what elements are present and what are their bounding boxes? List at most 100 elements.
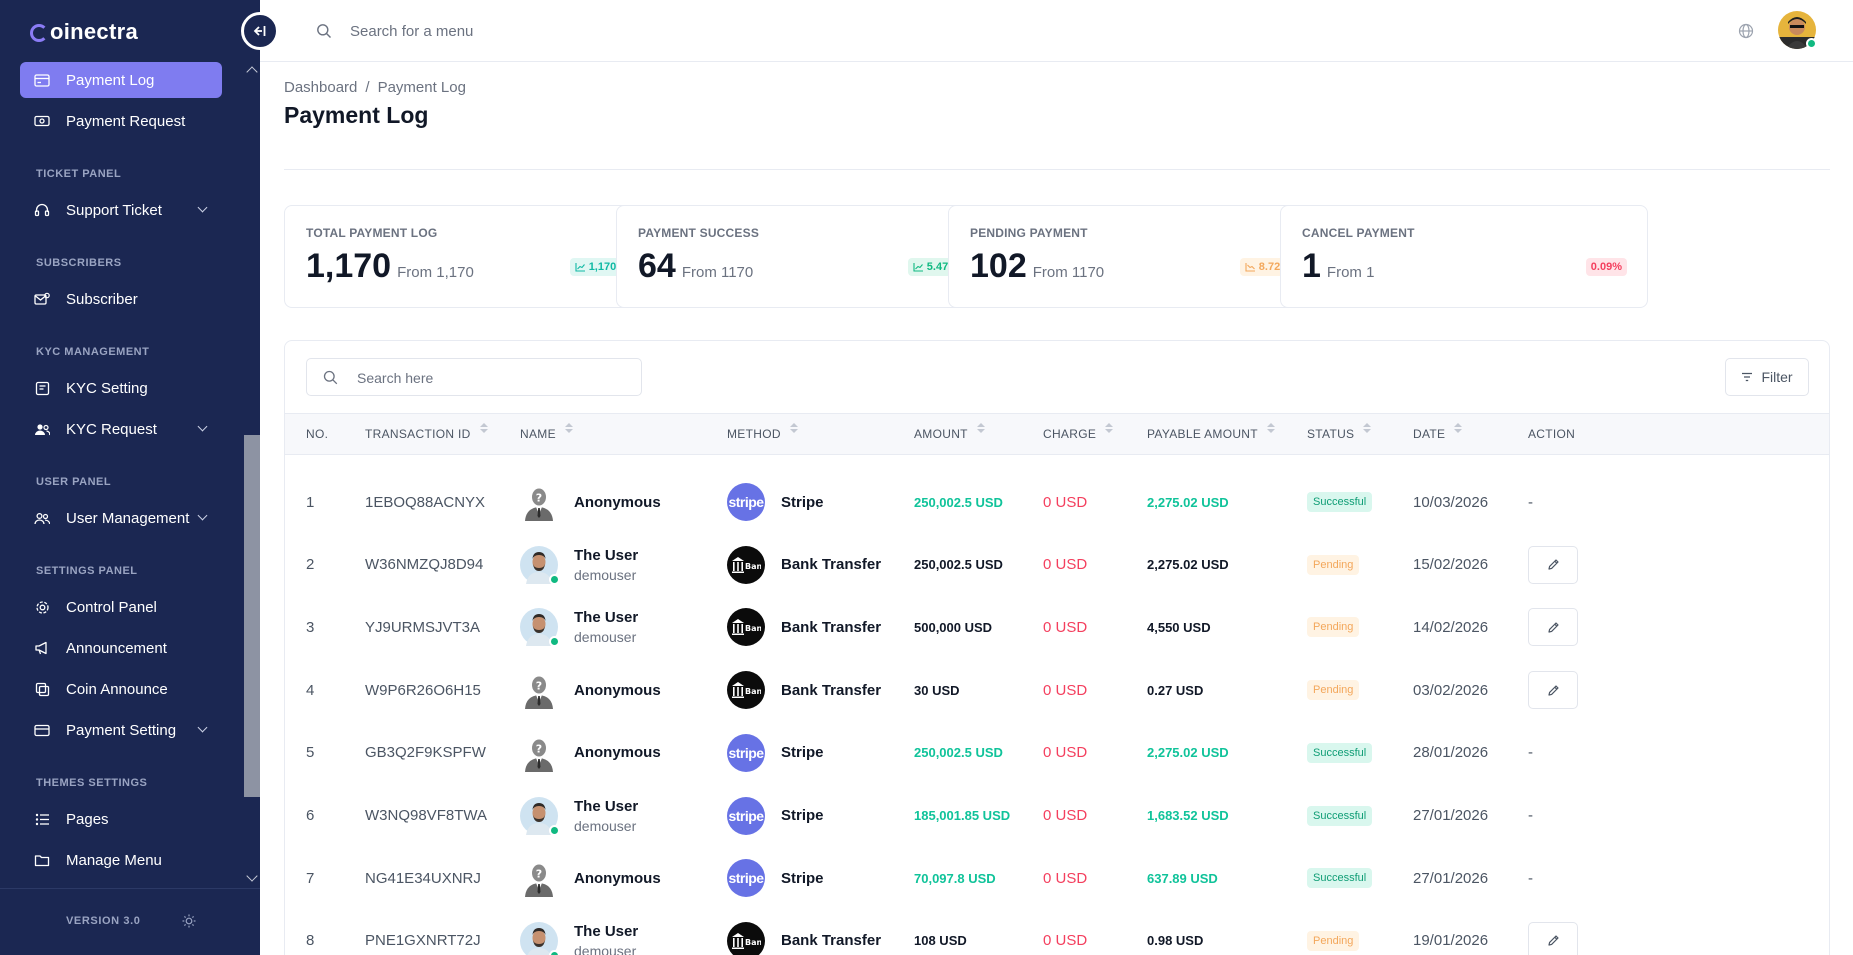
row-number: 3: [306, 618, 315, 636]
sidebar-item-announcement[interactable]: Announcement: [20, 630, 222, 666]
stripe-logo: stripe: [727, 859, 765, 898]
cell-transaction-id: W36NMZQJ8D94: [365, 534, 483, 596]
filter-button[interactable]: Filter: [1725, 358, 1809, 396]
sort-icon[interactable]: [1266, 423, 1275, 435]
sidebar-scrollbar-thumb[interactable]: [244, 435, 260, 797]
transaction-id: GB3Q2F9KSPFW: [365, 744, 486, 762]
cell-method: Bank Bank Transfer: [727, 659, 881, 721]
cell-no: 8: [306, 910, 314, 955]
sort-icon[interactable]: [1454, 423, 1463, 435]
charge-value: 0 USD: [1043, 932, 1088, 950]
sidebar-item-payment-request[interactable]: Payment Request: [20, 103, 222, 139]
table-row: 2 W36NMZQJ8D94 The User demouser Bank Bank Tr…: [285, 534, 1829, 596]
edit-button[interactable]: [1528, 921, 1578, 955]
sort-icon[interactable]: [1363, 423, 1372, 435]
stat-badge: 0.09%: [1585, 258, 1627, 276]
date-value: 27/01/2026: [1413, 807, 1489, 824]
status-badge: Pending: [1307, 554, 1360, 575]
column-header-action: ACTION: [1528, 427, 1575, 441]
sidebar-item-user-management[interactable]: User Management: [20, 500, 222, 536]
sidebar-item-label: Payment Setting: [66, 721, 177, 739]
cell-transaction-id: NG41E34UXNRJ: [365, 847, 481, 909]
sun-icon[interactable]: [182, 914, 196, 928]
name-text: Anonymous: [574, 682, 661, 699]
sidebar-item-payment-setting[interactable]: Payment Setting: [20, 712, 222, 748]
bank-building-icon: Bank: [732, 619, 761, 636]
sidebar-section-settings-panel: SETTINGS PANEL: [36, 565, 138, 577]
cell-date: 15/02/2026: [1413, 534, 1488, 596]
column-header-charge[interactable]: CHARGE: [1043, 423, 1114, 441]
stat-sub: From 1,170: [397, 264, 474, 281]
edit-button[interactable]: [1528, 671, 1578, 710]
sort-icon[interactable]: [976, 423, 985, 435]
breadcrumb-dashboard-link[interactable]: Dashboard: [284, 79, 358, 96]
cell-amount: 500,000 USD: [914, 596, 992, 658]
folder-icon: [34, 853, 50, 867]
cell-amount: 30 USD: [914, 659, 960, 721]
cell-payable-amount: 0.98 USD: [1147, 910, 1203, 955]
sidebar-item-label: User Management: [66, 509, 190, 527]
cell-charge: 0 USD: [1043, 534, 1087, 596]
anonymous-avatar: ?: [520, 671, 558, 710]
sidebar-item-subscriber[interactable]: Subscriber: [20, 281, 222, 317]
globe-icon[interactable]: [1738, 23, 1754, 39]
cell-no: 2: [306, 534, 314, 596]
column-header-method[interactable]: METHOD: [727, 423, 798, 441]
stripe-logo: stripe: [727, 796, 765, 835]
sidebar-item-kyc-request[interactable]: KYC Request: [20, 411, 222, 447]
sort-icon[interactable]: [1105, 423, 1114, 435]
cell-amount: 250,002.5 USD: [914, 722, 1003, 784]
stripe-logo-text: stripe: [728, 744, 764, 761]
megaphone-icon: [34, 641, 50, 655]
charge-value: 0 USD: [1043, 744, 1088, 762]
sort-icon[interactable]: [789, 423, 798, 435]
column-header-amount[interactable]: AMOUNT: [914, 423, 985, 441]
page-title: Payment Log: [284, 102, 429, 128]
cell-status: Pending: [1307, 659, 1360, 721]
cell-amount: 108 USD: [914, 910, 967, 955]
cell-method: stripe Stripe: [727, 785, 824, 847]
brand-logo[interactable]: oinectra: [30, 18, 138, 46]
cell-action: -: [1528, 847, 1533, 909]
status-badge: Pending: [1307, 930, 1360, 951]
transaction-id: 1EBOQ88ACNYX: [365, 493, 486, 511]
column-header-name[interactable]: NAME: [520, 423, 573, 441]
status-badge: Pending: [1307, 680, 1360, 701]
edit-button[interactable]: [1528, 545, 1578, 584]
sidebar-collapse-button[interactable]: [241, 12, 279, 50]
action-none: -: [1528, 807, 1533, 824]
transaction-id: NG41E34UXNRJ: [365, 869, 481, 887]
table-search-box[interactable]: [306, 358, 642, 396]
sidebar-item-manage-menu[interactable]: Manage Menu: [20, 842, 222, 878]
edit-button[interactable]: [1528, 608, 1578, 647]
cell-action: -: [1528, 722, 1533, 784]
table-search-input[interactable]: [357, 367, 627, 389]
cell-name: ? Anonymous: [520, 471, 661, 533]
stat-badge-value: 0.09%: [1590, 261, 1622, 273]
sidebar-item-pages[interactable]: Pages: [20, 801, 222, 837]
cell-amount: 250,002.5 USD: [914, 471, 1003, 533]
sidebar-item-kyc-setting[interactable]: KYC Setting: [20, 370, 222, 406]
cell-transaction-id: 1EBOQ88ACNYX: [365, 471, 485, 533]
user-avatar[interactable]: [1778, 11, 1817, 49]
table-row: 3 YJ9URMSJVT3A The User demouser Bank Bank Tr…: [285, 596, 1829, 658]
transaction-id: W36NMZQJ8D94: [365, 556, 484, 574]
charge-value: 0 USD: [1043, 556, 1088, 574]
payable-amount-value: 2,275.02 USD: [1147, 745, 1229, 761]
sidebar-item-control-panel[interactable]: Control Panel: [20, 589, 222, 625]
sidebar-item-label: Pages: [66, 810, 109, 828]
column-header-payable-amount[interactable]: PAYABLE AMOUNT: [1147, 423, 1275, 441]
column-header-transaction-id[interactable]: TRANSACTION ID: [365, 423, 488, 441]
column-header-status[interactable]: STATUS: [1307, 423, 1372, 441]
menu-search-input[interactable]: [350, 18, 750, 44]
column-header-date[interactable]: DATE: [1413, 423, 1463, 441]
sidebar-item-support-ticket[interactable]: Support Ticket: [20, 192, 222, 228]
bank-building-icon: Bank: [732, 682, 761, 699]
sort-icon[interactable]: [479, 423, 488, 435]
anonymous-avatar-image: ?: [520, 859, 558, 898]
sort-icon[interactable]: [564, 423, 573, 435]
customer-name: Anonymous: [574, 869, 661, 887]
sidebar-item-coin-announce[interactable]: Coin Announce: [20, 671, 222, 707]
user-avatar-image: [520, 796, 558, 835]
sidebar-item-payment-log[interactable]: Payment Log: [20, 62, 222, 98]
